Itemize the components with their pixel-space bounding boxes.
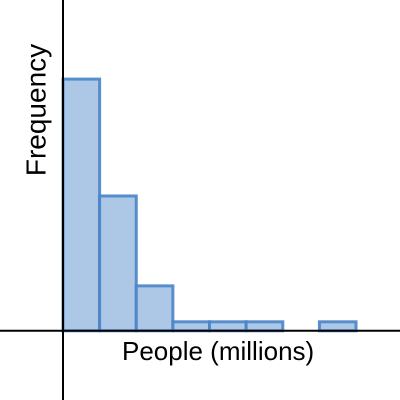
bars [61, 77, 358, 333]
bar [61, 77, 102, 333]
bar [244, 320, 285, 333]
y-axis-label: Frequency [20, 44, 51, 176]
bar [98, 194, 138, 333]
bar [171, 320, 212, 333]
x-axis-label: People (millions) [122, 336, 314, 366]
bar [317, 320, 358, 333]
bar [208, 320, 248, 333]
bar [134, 284, 175, 333]
